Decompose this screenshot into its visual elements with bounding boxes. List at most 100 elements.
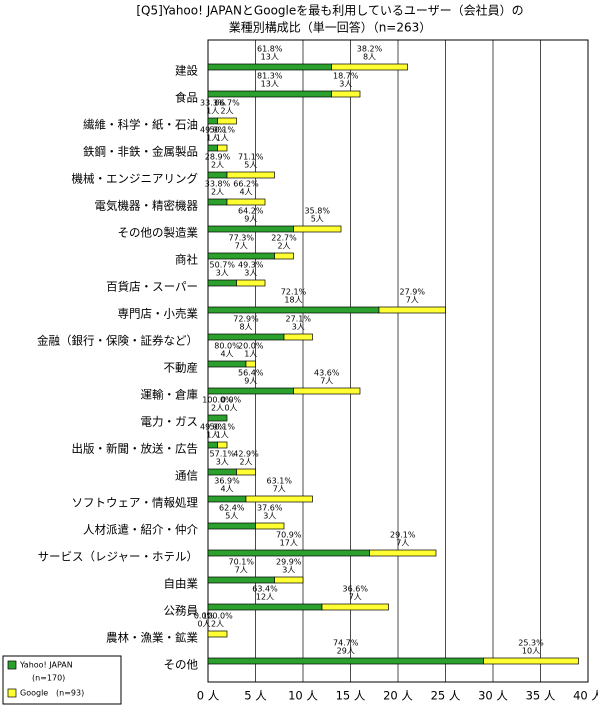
bar (207, 360, 247, 368)
data-label: 1人 (206, 107, 219, 116)
share-label: 38.2% (357, 45, 383, 54)
bar (236, 468, 256, 476)
data-label: 2人 (211, 404, 224, 413)
bar (207, 657, 484, 665)
bar (226, 171, 275, 179)
share-label: 49.3% (238, 261, 264, 270)
share-label: 36.9% (214, 477, 240, 486)
bar (293, 225, 342, 233)
x-tick-label: 30 人 (478, 689, 508, 703)
data-label: 4人 (220, 485, 233, 494)
data-label: 7人 (320, 377, 333, 386)
share-label: 29.1% (390, 531, 416, 540)
data-label: 4人 (220, 350, 233, 359)
bar (236, 279, 266, 287)
bar (378, 306, 446, 314)
data-label: 1人 (206, 431, 219, 440)
data-label: 8人 (239, 323, 252, 332)
category-label: 百貨店・スーパー (106, 280, 198, 294)
bar (255, 522, 285, 530)
bar (207, 333, 285, 341)
bar (217, 144, 228, 152)
share-label: 63.4% (252, 585, 278, 594)
data-label: 2人 (211, 620, 224, 629)
share-label: 63.1% (267, 477, 293, 486)
data-label: 5人 (244, 161, 257, 170)
bar (207, 549, 370, 557)
category-label: サービス（レジャー・ホテル） (38, 550, 198, 564)
category-label: 出版・新聞・放送・広告 (72, 442, 199, 456)
bar (207, 117, 218, 125)
share-label: 57.1% (210, 450, 236, 459)
data-label: 7人 (396, 539, 409, 548)
bar (207, 522, 256, 530)
share-label: 61.8% (257, 45, 283, 54)
data-label: 2人 (220, 107, 233, 116)
data-label: 1人 (216, 134, 229, 143)
bar (207, 279, 237, 287)
category-label: 鉄鋼・非鉄・金属製品 (83, 145, 198, 159)
bar (207, 63, 332, 71)
category-label: 電気機器・精密機器 (95, 199, 199, 213)
category-label: 運輸・倉庫 (141, 388, 199, 402)
x-tick-label: 5 人 (244, 689, 267, 703)
share-label: 50.1% (210, 423, 236, 432)
bar (217, 117, 237, 125)
legend-box (2, 655, 122, 705)
share-label: 70.1% (229, 558, 255, 567)
chart-title: 業種別構成比（単一回答）（n=263） (229, 20, 432, 35)
category-label: 商社 (175, 253, 198, 267)
legend-note: (n=170) (32, 674, 65, 683)
bar (207, 495, 247, 503)
share-label: 33.8% (205, 180, 231, 189)
bar (207, 387, 294, 395)
legend-swatch (7, 660, 17, 670)
category-label: 通信 (175, 469, 198, 483)
data-label: 2人 (211, 161, 224, 170)
bar (207, 144, 218, 152)
data-label: 3人 (292, 323, 305, 332)
share-label: 25.3% (518, 639, 544, 648)
share-label: 66.2% (233, 180, 259, 189)
share-label: 80.0% (214, 342, 240, 351)
share-label: 49.9% (200, 126, 226, 135)
data-label: 5人 (311, 215, 324, 224)
category-label: 建設 (175, 64, 198, 78)
x-tick-label: 15 人 (336, 689, 366, 703)
share-label: 50.1% (210, 126, 236, 135)
bar (226, 198, 266, 206)
category-label: 機械・エンジニアリング (72, 172, 199, 186)
data-label: 7人 (349, 593, 362, 602)
bar (274, 252, 294, 260)
category-label: 農林・漁業・鉱業 (106, 631, 198, 645)
x-tick-label: 35 人 (526, 689, 556, 703)
data-label: 7人 (406, 296, 419, 305)
data-label: 5人 (225, 512, 238, 521)
bar (283, 333, 313, 341)
bar (207, 198, 228, 206)
category-label: 電力・ガス (141, 415, 199, 429)
share-label: 20.0% (238, 342, 264, 351)
bar (207, 225, 294, 233)
share-label: 29.9% (276, 558, 302, 567)
x-tick-label: 20 人 (383, 689, 413, 703)
share-label: 100.0% (202, 612, 233, 621)
share-label: 42.9% (233, 450, 259, 459)
data-label: 0人 (197, 620, 210, 629)
share-label: 70.9% (276, 531, 302, 540)
data-label: 12人 (256, 593, 274, 602)
data-label: 3人 (282, 566, 295, 575)
category-label: その他 (164, 658, 199, 672)
data-label: 2人 (277, 242, 290, 251)
bar (207, 603, 323, 611)
data-label: 10人 (522, 647, 540, 656)
category-label: 金融（銀行・保険・証券など） (37, 334, 198, 348)
bar (207, 306, 380, 314)
bar (207, 171, 228, 179)
share-label: 28.9% (205, 153, 231, 162)
category-label: 自由業 (164, 577, 199, 591)
share-label: 71.1% (238, 153, 264, 162)
data-label: 3人 (244, 269, 257, 278)
data-label: 2人 (239, 458, 252, 467)
share-label: 27.9% (400, 288, 426, 297)
